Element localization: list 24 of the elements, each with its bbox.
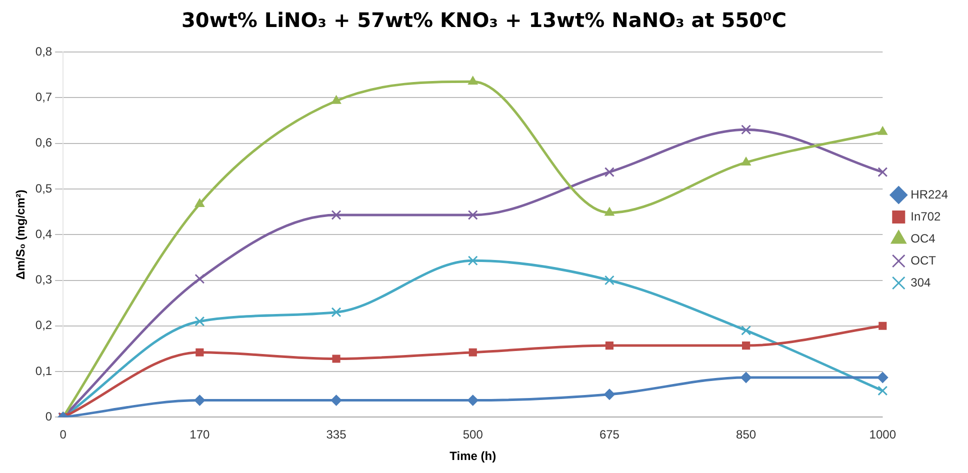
y-tick-label: 0,2	[35, 318, 52, 332]
y-tick-label: 0,4	[35, 226, 52, 241]
y-axis-title: Δm/S₀ (mg/cm²)	[14, 190, 28, 280]
x-tick-label: 500	[462, 428, 484, 442]
legend-label: In702	[910, 209, 941, 224]
x-tick-label: 170	[190, 428, 210, 442]
legend-label: OCT	[910, 253, 937, 268]
x-tick-label: 850	[736, 428, 756, 442]
y-tick-label: 0,6	[35, 136, 52, 150]
legend-label: OC4	[910, 231, 936, 246]
x-tick-label: 1000	[869, 428, 896, 442]
y-tick-label: 0,1	[35, 364, 52, 378]
y-tick-label: 0,8	[35, 44, 52, 58]
x-axis-title: Time (h)	[450, 449, 496, 464]
legend-label: HR224	[910, 187, 948, 202]
x-tick-label: 675	[599, 428, 620, 442]
y-tick-label: 0,7	[35, 90, 52, 104]
legend-label: 304	[910, 275, 931, 290]
y-tick-label: 0,3	[35, 272, 52, 287]
x-tick-label: 335	[326, 428, 347, 442]
y-tick-label: 0,5	[35, 181, 52, 196]
y-tick-label: 0	[45, 410, 52, 424]
x-tick-label: 0	[60, 428, 67, 442]
chart-title: 30wt% LiNO₃ + 57wt% KNO₃ + 13wt% NaNO₃ at 550⁰C	[182, 8, 786, 32]
